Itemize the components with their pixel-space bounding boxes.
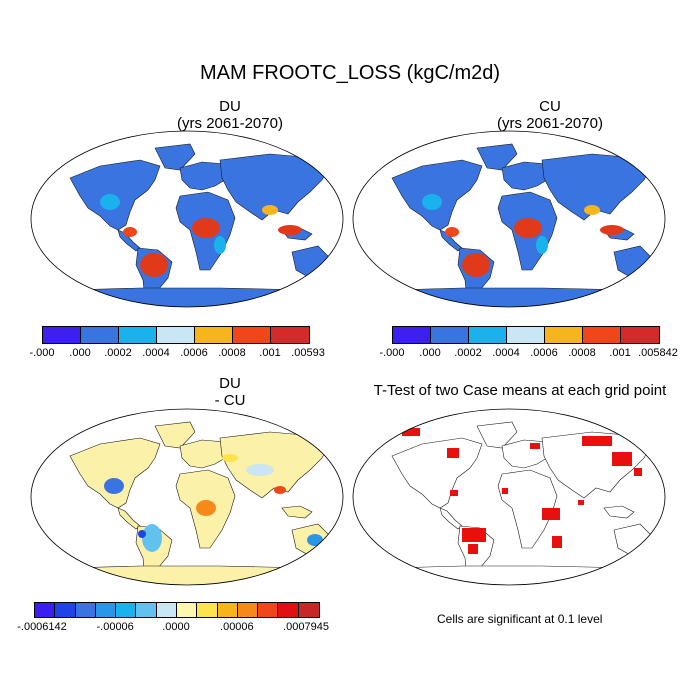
- colorbar-du-swatch: [43, 327, 81, 343]
- colorbar-du-label: .0006: [180, 347, 208, 359]
- panel-diff-subtitle: - CU: [214, 392, 246, 409]
- colorbar-du-label: .0002: [104, 347, 132, 359]
- map-ttest: [352, 408, 666, 586]
- colorbar-diff-label: -.0006142: [17, 621, 67, 633]
- colorbar-cu-swatch: [393, 327, 431, 343]
- colorbar-diff-swatch: [217, 603, 238, 617]
- panel-ttest-title: T-Test of two Case means at each grid po…: [373, 382, 667, 399]
- colorbar-cu-swatch: [545, 327, 583, 343]
- colorbar-cu-label: -.000: [379, 347, 405, 359]
- colorbar-diff-swatch: [136, 603, 157, 617]
- colorbar-du-swatch: [271, 327, 309, 343]
- panel-du-name: DU: [219, 98, 241, 115]
- colorbar-diff: [34, 602, 320, 618]
- panel-cu-subtitle: (yrs 2061-2070): [497, 115, 603, 132]
- colorbar-cu-swatch: [469, 327, 507, 343]
- colorbar-diff-swatch: [75, 603, 96, 617]
- colorbar-cu-swatch: [583, 327, 621, 343]
- colorbar-diff-swatch: [258, 603, 279, 617]
- colorbar-du-label: .001: [259, 347, 281, 359]
- colorbar-du-swatch: [157, 327, 195, 343]
- colorbar-cu-label: .0002: [454, 347, 482, 359]
- colorbar-diff-label: .0000: [162, 621, 190, 633]
- footnote: Cells are significant at 0.1 level: [437, 612, 603, 626]
- colorbar-cu-swatch: [431, 327, 469, 343]
- panel-diff-title: DU - CU: [60, 375, 400, 409]
- colorbar-du-swatch: [119, 327, 157, 343]
- panel-diff-name: DU: [219, 375, 241, 392]
- panel-cu-name: CU: [539, 98, 561, 115]
- colorbar-diff-label: -.00006: [96, 621, 134, 633]
- colorbar-diff-swatch: [95, 603, 117, 617]
- map-cu: [352, 130, 666, 308]
- main-title: MAM FROOTC_LOSS (kgC/m2d): [199, 62, 501, 84]
- map-diff: [30, 408, 344, 586]
- panel-cu-title: CU (yrs 2061-2070): [380, 98, 700, 132]
- colorbar-cu-label: .0008: [568, 347, 596, 359]
- colorbar-cu-swatch: [507, 327, 545, 343]
- colorbar-cu-label: .005842: [638, 347, 678, 359]
- panel-du-title: DU (yrs 2061-2070): [60, 98, 400, 132]
- colorbar-diff-swatch: [197, 603, 218, 617]
- colorbar-du-swatch: [195, 327, 233, 343]
- colorbar-du-label: .000: [69, 347, 91, 359]
- colorbar-cu-label: .0006: [530, 347, 558, 359]
- colorbar-diff-swatch: [237, 603, 259, 617]
- colorbar-diff-swatch: [55, 603, 76, 617]
- panel-du-subtitle: (yrs 2061-2070): [177, 115, 283, 132]
- colorbar-du-swatch: [233, 327, 271, 343]
- colorbar-du-label: .00593: [291, 347, 325, 359]
- colorbar-diff-label: .00006: [220, 621, 254, 633]
- colorbar-diff-swatch: [116, 603, 137, 617]
- colorbar-diff-swatch: [156, 603, 177, 617]
- colorbar-cu: [392, 326, 660, 344]
- colorbar-diff-swatch: [278, 603, 299, 617]
- colorbar-du-label: .0004: [142, 347, 170, 359]
- colorbar-cu-swatch: [621, 327, 659, 343]
- colorbar-cu-label: .0004: [492, 347, 520, 359]
- colorbar-cu-label: .000: [419, 347, 441, 359]
- map-du: [30, 130, 344, 308]
- colorbar-du-label: -.000: [29, 347, 55, 359]
- colorbar-du-label: .0008: [218, 347, 246, 359]
- colorbar-diff-swatch: [298, 603, 319, 617]
- colorbar-du-swatch: [81, 327, 119, 343]
- colorbar-diff-label: .0007945: [283, 621, 329, 633]
- colorbar-du: [42, 326, 310, 344]
- colorbar-diff-swatch: [35, 603, 56, 617]
- colorbar-diff-swatch: [176, 603, 198, 617]
- colorbar-cu-label: .001: [609, 347, 631, 359]
